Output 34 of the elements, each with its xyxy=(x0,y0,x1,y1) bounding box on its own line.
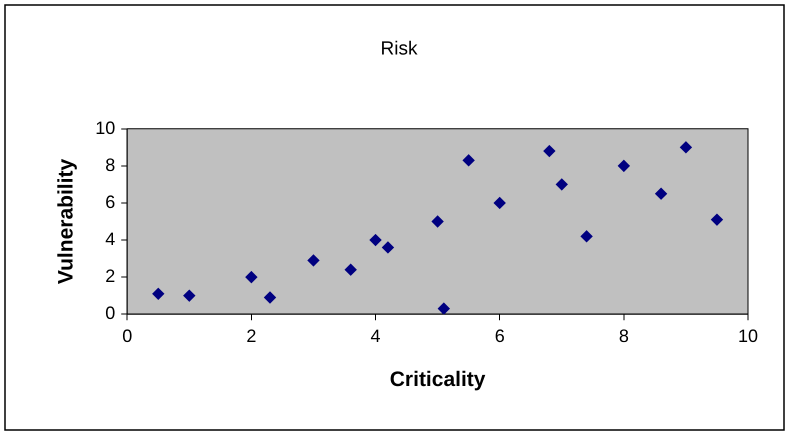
point xyxy=(438,302,450,314)
point xyxy=(245,271,258,284)
x-tick-label: 2 xyxy=(246,326,256,346)
point xyxy=(264,292,276,304)
point xyxy=(370,234,382,246)
point xyxy=(494,196,506,209)
point xyxy=(680,141,692,154)
point xyxy=(556,178,568,190)
y-tick-label: 0 xyxy=(105,303,116,324)
y-tick-label: 10 xyxy=(95,118,116,138)
point xyxy=(183,290,196,302)
point xyxy=(432,216,444,228)
y-tick-label: 4 xyxy=(105,229,116,250)
y-tick-label: 8 xyxy=(105,154,116,175)
y-tick-label: 2 xyxy=(105,266,116,286)
x-tick-label: 6 xyxy=(494,326,505,346)
point xyxy=(152,288,164,300)
x-axis-title: Criticality xyxy=(390,368,486,392)
point xyxy=(543,145,556,158)
x-tick-label: 10 xyxy=(738,326,758,346)
point xyxy=(655,188,668,200)
y-axis-title: Vulnerability xyxy=(54,158,78,284)
y-tick-label: 6 xyxy=(105,192,116,212)
point xyxy=(710,214,723,226)
x-tick-label: 0 xyxy=(122,326,132,346)
x-tick-label: 4 xyxy=(370,326,381,346)
point xyxy=(618,160,630,172)
chart-title: Risk xyxy=(380,38,418,60)
point xyxy=(580,230,593,242)
point xyxy=(382,241,394,254)
point xyxy=(462,154,475,166)
point xyxy=(307,254,320,266)
x-tick-label: 8 xyxy=(618,326,629,346)
point xyxy=(344,264,357,276)
